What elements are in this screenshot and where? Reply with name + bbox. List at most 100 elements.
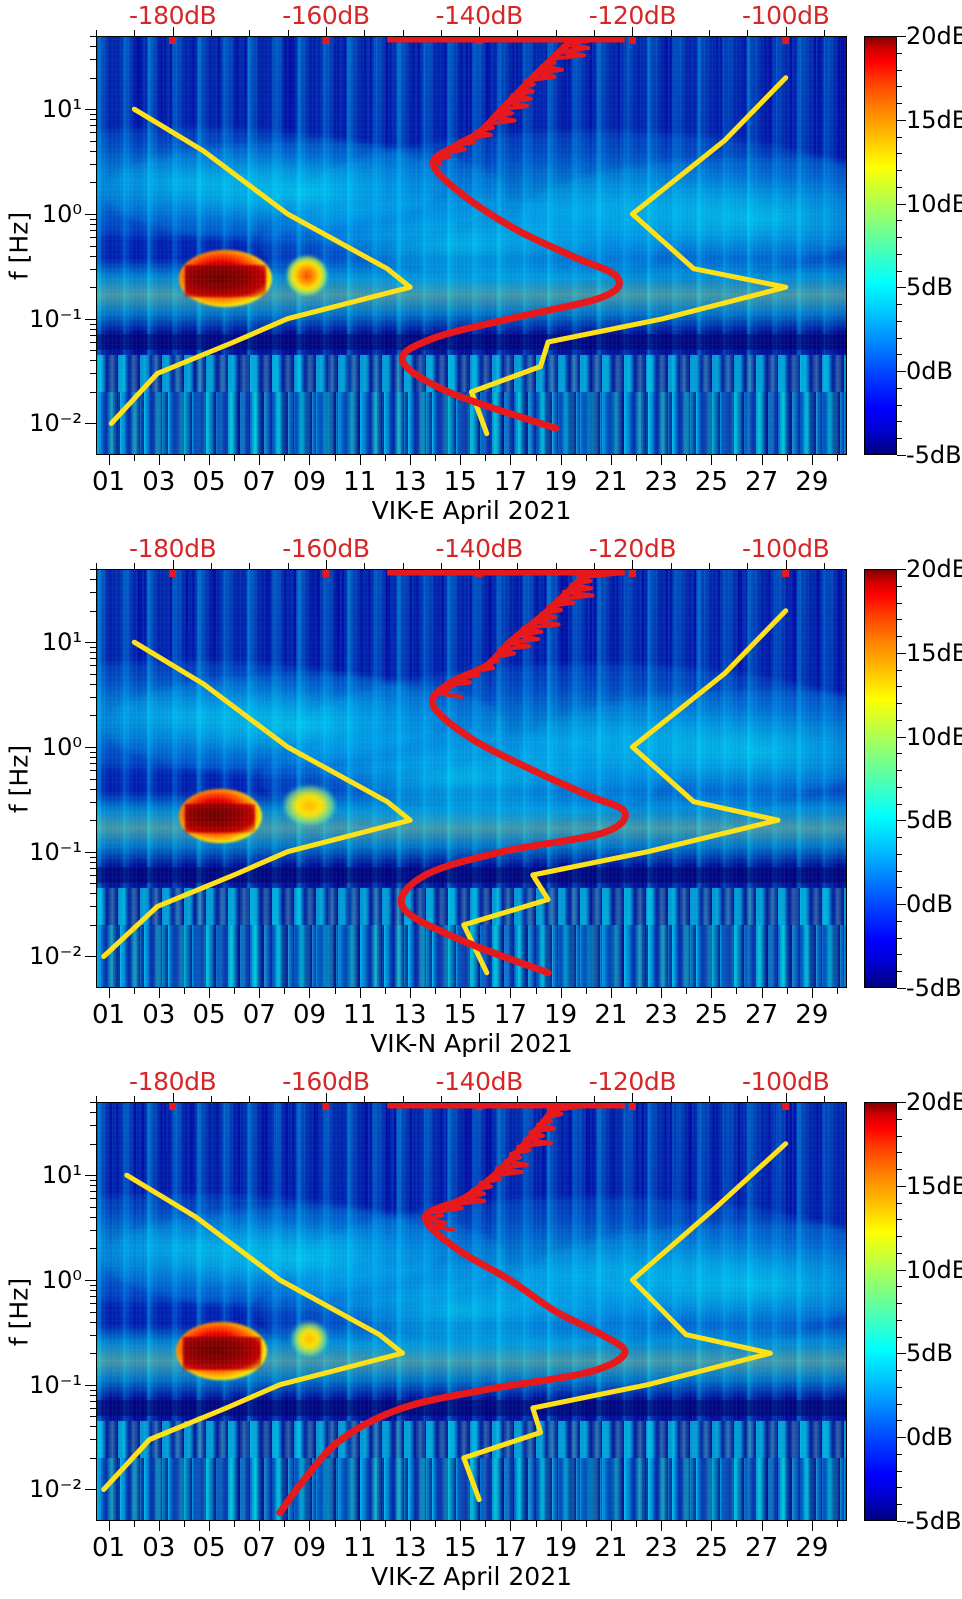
top-db-tick-mark (287, 30, 289, 36)
top-db-tick-label: -120dB (588, 534, 677, 563)
frequency-tick-minor (90, 341, 96, 343)
top-axis-red-marker (322, 37, 330, 44)
day-tick-mark (560, 988, 562, 998)
spectrogram-column (182, 569, 184, 988)
spectrogram-column (156, 569, 158, 988)
spectrogram-column (124, 36, 126, 455)
top-db-tick-mark (96, 563, 97, 569)
colorbar-tick-minor (897, 837, 902, 839)
frequency-tick-minor (90, 610, 96, 612)
day-tick-mark (761, 988, 763, 998)
spectrogram-column (258, 1102, 260, 1521)
spectrogram-column (126, 36, 128, 455)
frequency-tick-minor (90, 255, 96, 257)
colorbar-tick-minor (897, 602, 902, 604)
spectrogram-column (188, 36, 190, 455)
day-tick-mark-minor (836, 988, 838, 994)
day-tick-label: 05 (192, 1000, 226, 1030)
frequency-tick-minor (90, 59, 96, 61)
spectrogram-column (234, 36, 236, 455)
spectrogram-column (148, 569, 150, 988)
noise-model-high-curve (469, 75, 789, 437)
top-db-tick-label: -160dB (282, 534, 370, 563)
spectrogram-column (154, 1102, 156, 1521)
top-db-tick-mark (785, 27, 787, 36)
frequency-tick-minor (90, 1191, 96, 1193)
top-axis-red-marker (628, 37, 636, 44)
spectrogram-column (232, 36, 234, 455)
spectrogram-column (176, 36, 178, 455)
colorbar-tick-major (897, 119, 906, 121)
spectrogram-column (104, 1102, 106, 1521)
noise-model-high-curve (461, 608, 789, 976)
frequency-tick-minor (90, 652, 96, 654)
top-db-tick-mark (210, 563, 212, 569)
day-tick-mark (108, 1521, 110, 1531)
frequency-tick-label: 10¹ (41, 628, 82, 657)
day-tick-label: 27 (745, 1533, 779, 1563)
colorbar-tick-label: 5dB (906, 273, 953, 302)
top-db-tick-mark (440, 1096, 442, 1102)
colorbar-tick-minor (897, 136, 902, 138)
day-tick-mark (510, 988, 512, 998)
spectrogram-column (238, 36, 240, 455)
colorbar-tick-minor (897, 585, 902, 587)
spectrogram-column (174, 1102, 176, 1521)
day-tick-label: 01 (92, 467, 126, 497)
spectrogram-column (212, 36, 214, 455)
spectrogram-column (112, 1102, 114, 1521)
storm-microseism-hotspot (284, 786, 335, 825)
top-db-tick-label: -140dB (435, 534, 523, 563)
frequency-axis-title-text: f [Hz] (4, 744, 34, 813)
colorbar-tick-minor (897, 853, 902, 855)
day-tick-mark (158, 455, 160, 465)
colorbar-tick-minor (897, 636, 902, 638)
colorbar-tick-minor (897, 387, 902, 389)
spectrogram-column (120, 1102, 122, 1521)
frequency-tick-label: 10⁻¹ (29, 837, 82, 866)
day-tick-label: 17 (493, 1000, 527, 1030)
spectrogram-column (258, 569, 260, 988)
median-psd-high-frequency-spikes (437, 571, 619, 699)
spectrogram-column (166, 1102, 168, 1521)
day-tick-mark-minor (636, 1521, 638, 1527)
spectrogram-column (176, 1102, 178, 1521)
day-tick-mark (108, 988, 110, 998)
day-tick-mark (761, 455, 763, 465)
frequency-tick-minor (90, 245, 96, 247)
top-db-tick-mark (824, 563, 825, 569)
colorbar-tick-minor (897, 52, 902, 54)
spectrogram-column (258, 36, 260, 455)
colorbar-tick-label: 15dB (906, 105, 962, 134)
top-db-tick-label: -100dB (742, 1067, 830, 1096)
colorbar (864, 1102, 897, 1521)
spectrogram-column (114, 1102, 116, 1521)
spectrogram-column (134, 569, 136, 988)
colorbar-tick-minor (897, 770, 902, 772)
colorbar-tick-minor (897, 1453, 902, 1455)
frequency-tick-minor (90, 1143, 96, 1145)
spectrogram-column (248, 1102, 250, 1521)
top-db-tick-mark (364, 30, 366, 36)
panel-title: VIK-E April 2021 (371, 496, 572, 525)
spectrogram-column (238, 569, 240, 988)
day-tick-mark-minor (183, 988, 185, 994)
spectrogram-column (178, 569, 180, 988)
day-tick-mark-minor (535, 1521, 537, 1527)
frequency-tick-label: 10⁻² (29, 942, 82, 971)
spectrogram-column (250, 1102, 252, 1521)
top-db-tick-mark (249, 1096, 251, 1102)
spectrogram-column (200, 569, 202, 988)
top-db-tick-mark (210, 1096, 212, 1102)
spectrogram-column (154, 569, 156, 988)
day-tick-label: 05 (192, 467, 226, 497)
frequency-tick-minor (90, 788, 96, 790)
day-tick-label: 05 (192, 1533, 226, 1563)
day-tick-mark (359, 988, 361, 998)
top-db-tick-mark (632, 560, 634, 569)
day-tick-mark (409, 988, 411, 998)
overlay-curves (101, 569, 790, 977)
frequency-tick-minor (90, 334, 96, 336)
frequency-tick-minor (90, 1311, 96, 1313)
colorbar-tick-minor (897, 1504, 902, 1506)
